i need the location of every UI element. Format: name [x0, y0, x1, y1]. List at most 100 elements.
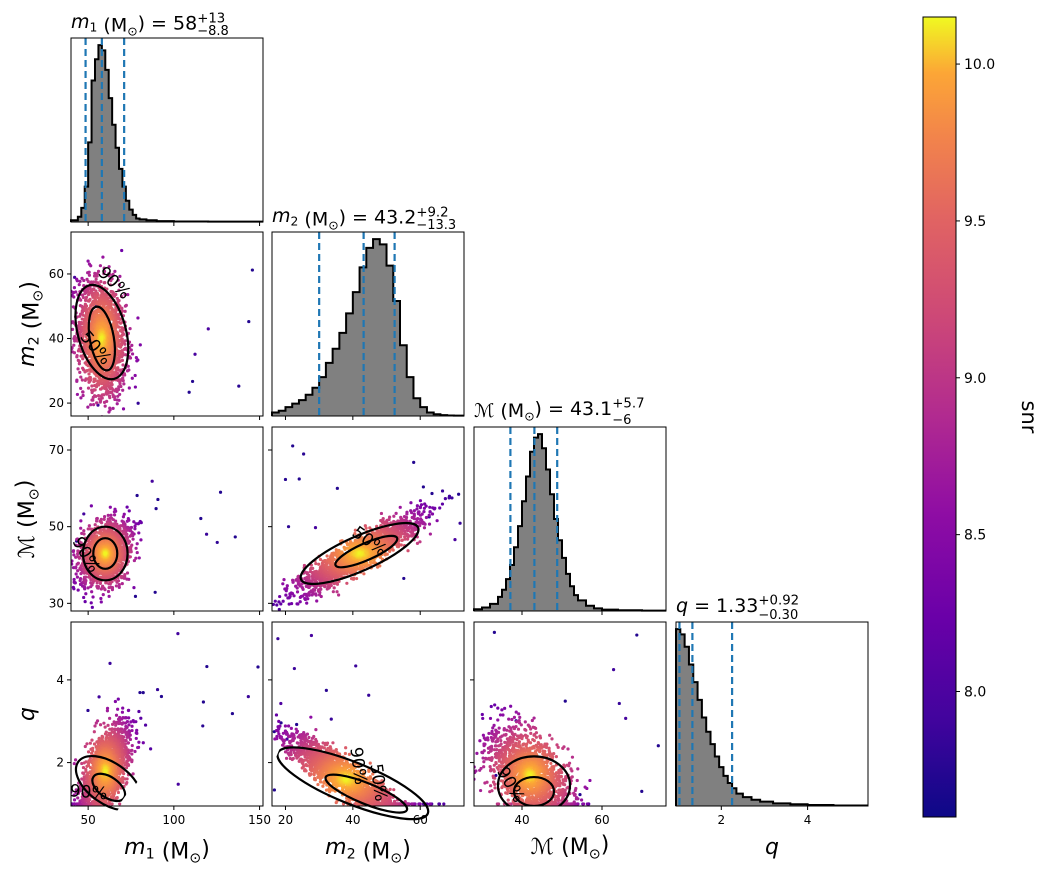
scatter-point [132, 520, 136, 524]
yaxis-label-mc: ℳ (M⊙) [13, 480, 43, 559]
scatter-point [107, 265, 111, 269]
scatter-point [440, 502, 445, 506]
scatter-point [121, 407, 126, 411]
scatter-point [215, 540, 219, 545]
scatter-point [74, 572, 78, 576]
hist-frame-m1 [70, 37, 264, 223]
scatter-point [405, 537, 410, 541]
scatter-point [113, 269, 117, 273]
panel-title-mc: ℳ (M⊙) = 43.1+5.7 [474, 397, 645, 424]
scatter-point [409, 530, 413, 534]
scatter-point [89, 504, 93, 508]
scatter-point [91, 288, 96, 292]
scatter-point [422, 506, 426, 510]
scatter-point [331, 590, 335, 594]
scatter-point [100, 386, 105, 390]
scatter-frame-m2_m1 [70, 231, 264, 417]
yaxis-label-mc-unit: (M [15, 500, 40, 535]
scatter-point [106, 589, 111, 594]
scatter-point [100, 336, 104, 340]
scatter-point [77, 283, 81, 287]
scatter-point [285, 586, 289, 591]
title-minus-mc: −6 [612, 413, 631, 428]
scatter-point [93, 271, 97, 275]
scatter-point [95, 274, 99, 278]
scatter-point [109, 289, 113, 294]
panels-layer: m1 (M⊙) = 58+13−8.8m2 (M⊙) = 43.2+9.2−13… [13, 11, 869, 867]
ytick-label-m2-60: 60 [49, 267, 64, 281]
points-mc_m1 [63, 479, 237, 609]
scatter-point [291, 578, 295, 582]
scatter-point [85, 308, 89, 312]
scatter-point [135, 542, 139, 546]
scatter-point [345, 581, 349, 585]
title-median-mc: = 43.1 [542, 398, 612, 420]
scatter-point [115, 296, 119, 301]
scatter-point [92, 302, 96, 307]
scatter-point [335, 590, 339, 594]
scatter-point [438, 506, 442, 510]
scatter-point [108, 505, 112, 509]
scatter-point [403, 537, 407, 541]
scatter-point [132, 586, 136, 590]
scatter-point [104, 581, 108, 585]
title-unit-m1: (M [97, 15, 127, 37]
scatter-point [317, 593, 322, 597]
title-unit-close-m1: ) [138, 13, 145, 35]
scatter-point [418, 513, 423, 517]
scatter-point [428, 510, 432, 514]
scatter-point [100, 312, 104, 317]
scatter-point [107, 594, 111, 598]
scatter-point [117, 283, 121, 287]
scatter-point [126, 541, 131, 545]
scatter-point [101, 593, 105, 597]
scatter-point [89, 264, 93, 268]
scatter-point [294, 584, 298, 588]
scatter-point [395, 544, 400, 549]
scatter-point [63, 552, 66, 555]
scatter-point [279, 602, 283, 606]
scatter-point [108, 390, 113, 394]
scatter-point [86, 405, 90, 409]
scatter-point [63, 574, 66, 577]
scatter-point [135, 493, 139, 498]
title-unit-close-m2: ) [339, 207, 346, 229]
scatter-point [84, 592, 88, 596]
scatter-point [77, 359, 81, 363]
scatter-point [109, 513, 113, 517]
scatter-point [130, 343, 134, 347]
scatter-point [107, 394, 112, 398]
contour-m2_m1-0 [74, 283, 130, 381]
scatter-point [71, 585, 75, 589]
scatter-point [247, 319, 251, 324]
scatter-point [116, 579, 121, 583]
scatter-point [137, 556, 141, 560]
scatter-point [315, 599, 319, 603]
scatter-point [363, 524, 367, 528]
scatter-point [118, 274, 122, 278]
scatter-point [125, 505, 129, 509]
xaxis-label-q-symbol: q [765, 835, 779, 860]
title-minus-m2: −13.3 [416, 218, 456, 233]
scatter-point [375, 524, 379, 528]
scatter-point [409, 511, 414, 515]
scatter-point [79, 375, 83, 379]
scatter-point [337, 593, 341, 597]
scatter-point [75, 279, 79, 283]
scatter-point [137, 531, 141, 535]
contour-m2_m1-1 [87, 305, 117, 372]
scatter-point [110, 574, 114, 578]
scatter-point [265, 603, 268, 606]
scatter-point [156, 497, 160, 502]
scatter-point [65, 589, 68, 592]
scatter-point [87, 273, 92, 277]
scatter-point [427, 513, 431, 517]
title-symbol-q: q [676, 595, 688, 617]
scatter-point [79, 519, 83, 523]
points-mc_m2 [265, 444, 462, 611]
scatter-point [102, 266, 106, 270]
scatter-point [105, 399, 109, 403]
xtick-label-q-4: 4 [804, 813, 812, 827]
